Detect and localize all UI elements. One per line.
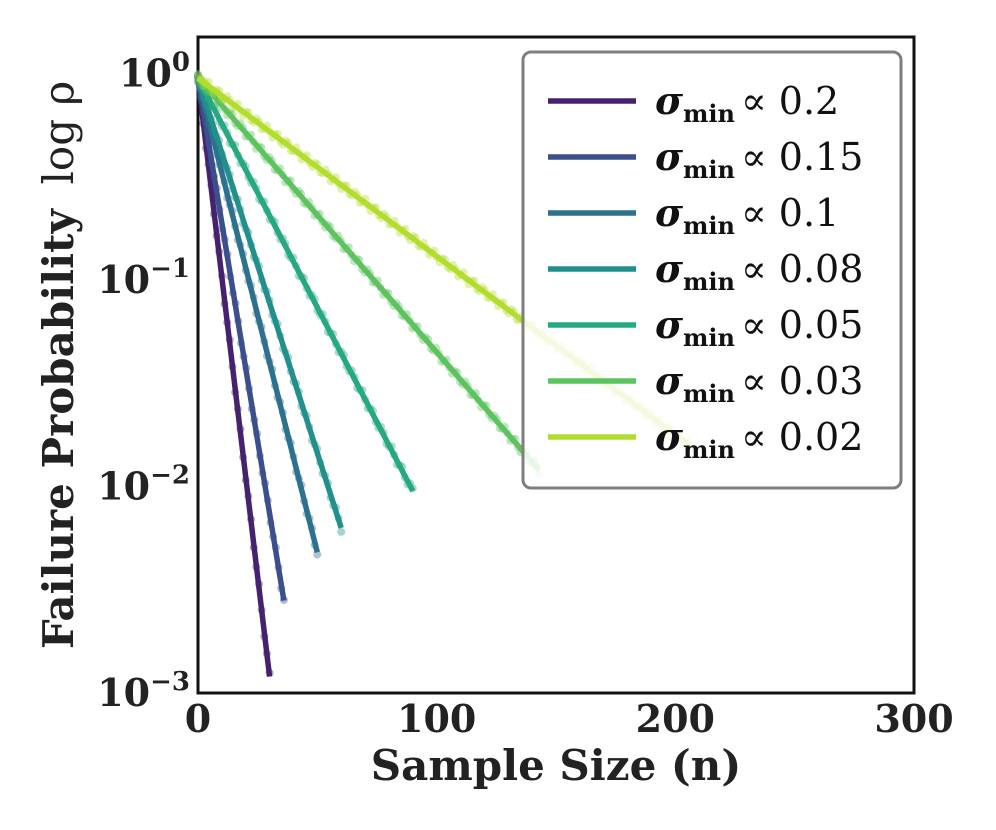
x-axis-title: Sample Size (n): [371, 741, 741, 790]
legend-item: σmin ∝ 0.03: [548, 358, 863, 408]
legend-item: σmin ∝ 0.05: [548, 302, 863, 352]
x-axis-ticks: 0 100 200 300: [185, 696, 954, 741]
legend-item: σmin ∝ 0.08: [548, 246, 863, 296]
legend-item: σmin ∝ 0.1: [548, 190, 839, 240]
series-line: [195, 77, 287, 602]
y-axis-title-main: Failure Probability: [34, 208, 83, 650]
series-line: [195, 77, 344, 529]
legend-label: σmin ∝ 0.05: [655, 302, 863, 352]
series-0.15: [194, 70, 288, 604]
y-axis-title-math: log ρ: [34, 81, 83, 185]
x-tick-label: 0: [185, 696, 211, 741]
legend-label: σmin ∝ 0.1: [655, 190, 839, 240]
y-axis-ticks: 100 10−1 10−2 10−3: [97, 47, 190, 715]
y-tick-label: 10−2: [97, 461, 190, 509]
x-tick-label: 100: [397, 696, 476, 741]
legend-item: σmin ∝ 0.2: [548, 78, 839, 128]
legend: σmin ∝ 0.2 σmin ∝ 0.15 σmin ∝ 0.1 σmin ∝ 0.08 σm…: [521, 50, 903, 490]
data-point: [337, 527, 346, 536]
series-line: [195, 76, 416, 493]
y-axis-title: Failure Probability log ρ: [34, 81, 83, 649]
legend-label: σmin ∝ 0.2: [655, 78, 839, 128]
legend-label: σmin ∝ 0.08: [655, 246, 863, 296]
y-tick-label: 10−1: [97, 254, 190, 302]
legend-label: σmin ∝ 0.02: [655, 414, 863, 464]
legend-label: σmin ∝ 0.15: [655, 134, 863, 184]
y-tick-label: 10−3: [97, 667, 190, 715]
series-line: [195, 76, 542, 472]
y-tick-label: 100: [119, 47, 190, 95]
legend-item: σmin ∝ 0.15: [548, 134, 863, 184]
legend-items: σmin ∝ 0.2 σmin ∝ 0.15 σmin ∝ 0.1 σmin ∝ 0.08 σm…: [548, 78, 863, 464]
series-line: [195, 77, 273, 677]
x-tick-label: 200: [636, 696, 715, 741]
series-0.08: [194, 71, 346, 536]
x-tick-label: 300: [874, 696, 953, 741]
series-line: [195, 77, 320, 553]
legend-label: σmin ∝ 0.03: [655, 358, 863, 408]
series-layer: [194, 70, 696, 677]
plot-area-frame: [196, 35, 916, 695]
legend-item: σmin ∝ 0.02: [548, 414, 863, 464]
